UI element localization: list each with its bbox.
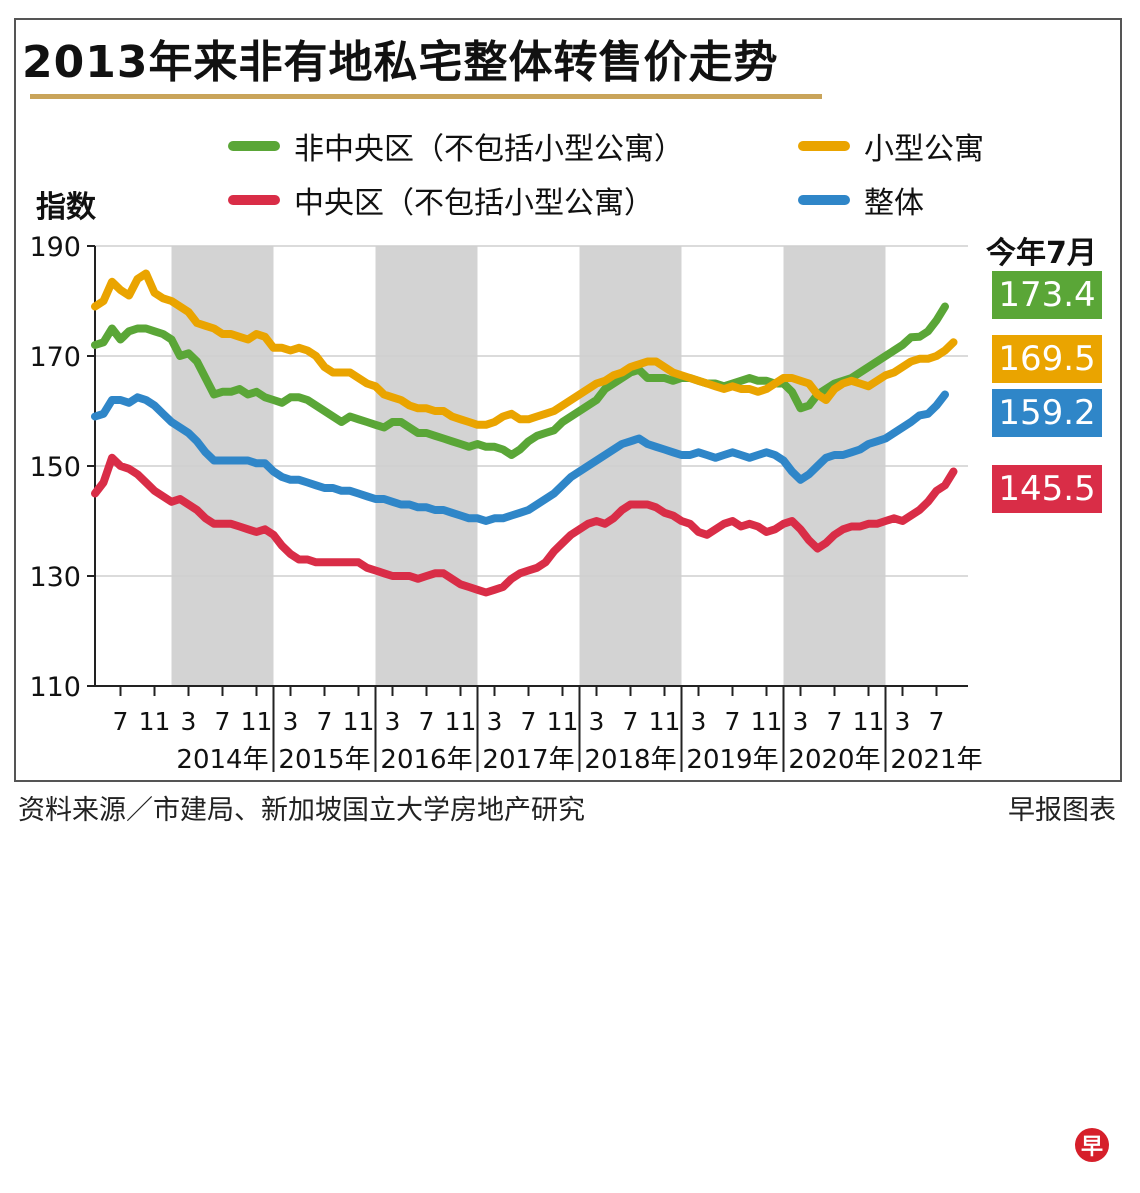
legend-swatch-central bbox=[228, 195, 280, 205]
x-tick-label-99: 7 bbox=[929, 707, 945, 736]
y-tick-label-190: 190 bbox=[29, 232, 81, 263]
legend-item-small-condo: 小型公寓 bbox=[798, 126, 984, 167]
x-tick-label-3: 7 bbox=[113, 707, 129, 736]
end-label-overall: 159.2 bbox=[992, 389, 1102, 437]
legend-swatch-noncentral bbox=[228, 141, 280, 151]
legend-label-small-condo: 小型公寓 bbox=[864, 132, 984, 167]
end-label-noncentral: 173.4 bbox=[992, 271, 1102, 319]
year-label-2015年: 2015年 bbox=[278, 745, 370, 775]
x-tick-label-63: 7 bbox=[623, 707, 639, 736]
year-label-2018年: 2018年 bbox=[584, 745, 676, 775]
legend-item-central: 中央区（不包括小型公寓） bbox=[228, 180, 654, 221]
x-tick-label-19: 11 bbox=[241, 707, 273, 736]
legend-label-overall: 整体 bbox=[864, 186, 924, 221]
x-tick-label-95: 3 bbox=[895, 707, 911, 736]
x-tick-label-35: 3 bbox=[385, 707, 401, 736]
series-line-2 bbox=[91, 390, 949, 525]
x-tick-label-43: 11 bbox=[445, 707, 477, 736]
end-label-central: 145.5 bbox=[992, 465, 1102, 513]
year-label-2019年: 2019年 bbox=[686, 745, 778, 775]
x-tick-label-11: 3 bbox=[181, 707, 197, 736]
end-label-noncentral-value: 173.4 bbox=[998, 275, 1096, 315]
x-tick-label-91: 11 bbox=[853, 707, 885, 736]
title-underline bbox=[30, 94, 822, 99]
zaobao-logo-badge: 早 bbox=[1075, 1128, 1109, 1162]
x-tick-label-79: 11 bbox=[751, 707, 783, 736]
x-tick-label-71: 3 bbox=[691, 707, 707, 736]
year-label-2020年: 2020年 bbox=[788, 745, 880, 775]
x-tick-label-15: 7 bbox=[215, 707, 231, 736]
source-note: 资料来源／市建局、新加坡国立大学房地产研究 bbox=[18, 795, 585, 826]
legend-item-overall: 整体 bbox=[798, 180, 924, 221]
series-line-1 bbox=[91, 269, 958, 429]
publisher-note: 早报图表 bbox=[1008, 795, 1116, 826]
y-tick-label-110: 110 bbox=[29, 672, 81, 703]
x-tick-label-75: 7 bbox=[725, 707, 741, 736]
y-tick-label-150: 150 bbox=[29, 452, 81, 483]
latest-month-header: 今年7月 bbox=[986, 236, 1097, 271]
x-tick-label-51: 7 bbox=[521, 707, 537, 736]
end-label-overall-value: 159.2 bbox=[998, 393, 1096, 433]
legend-swatch-small-condo bbox=[798, 141, 850, 151]
x-tick-label-83: 3 bbox=[793, 707, 809, 736]
x-tick-label-67: 11 bbox=[649, 707, 681, 736]
x-tick-label-27: 7 bbox=[317, 707, 333, 736]
x-tick-label-47: 3 bbox=[487, 707, 503, 736]
end-label-small-condo-value: 169.5 bbox=[998, 339, 1096, 379]
y-axis-label: 指数 bbox=[36, 190, 96, 225]
y-tick-label-130: 130 bbox=[29, 562, 81, 593]
legend-item-noncentral: 非中央区（不包括小型公寓） bbox=[228, 126, 684, 167]
series-line-3 bbox=[91, 453, 958, 597]
year-label-2016年: 2016年 bbox=[380, 745, 472, 775]
x-tick-label-55: 11 bbox=[547, 707, 579, 736]
year-label-2017年: 2017年 bbox=[482, 745, 574, 775]
legend-label-noncentral: 非中央区（不包括小型公寓） bbox=[294, 132, 684, 167]
x-tick-label-23: 3 bbox=[283, 707, 299, 736]
x-tick-label-87: 7 bbox=[827, 707, 843, 736]
x-tick-label-31: 11 bbox=[343, 707, 375, 736]
chart-title: 2013年来非有地私宅整体转售价走势 bbox=[22, 37, 779, 88]
year-label-2014年: 2014年 bbox=[176, 745, 268, 775]
y-tick-label-170: 170 bbox=[29, 342, 81, 373]
end-label-small-condo: 169.5 bbox=[992, 335, 1102, 383]
legend-swatch-overall bbox=[798, 195, 850, 205]
series-line-0 bbox=[91, 302, 949, 459]
year-label-2021年: 2021年 bbox=[890, 745, 982, 775]
x-tick-label-7: 11 bbox=[139, 707, 171, 736]
legend-label-central: 中央区（不包括小型公寓） bbox=[294, 186, 654, 221]
end-label-central-value: 145.5 bbox=[998, 469, 1096, 509]
x-tick-label-39: 7 bbox=[419, 707, 435, 736]
x-tick-label-59: 3 bbox=[589, 707, 605, 736]
